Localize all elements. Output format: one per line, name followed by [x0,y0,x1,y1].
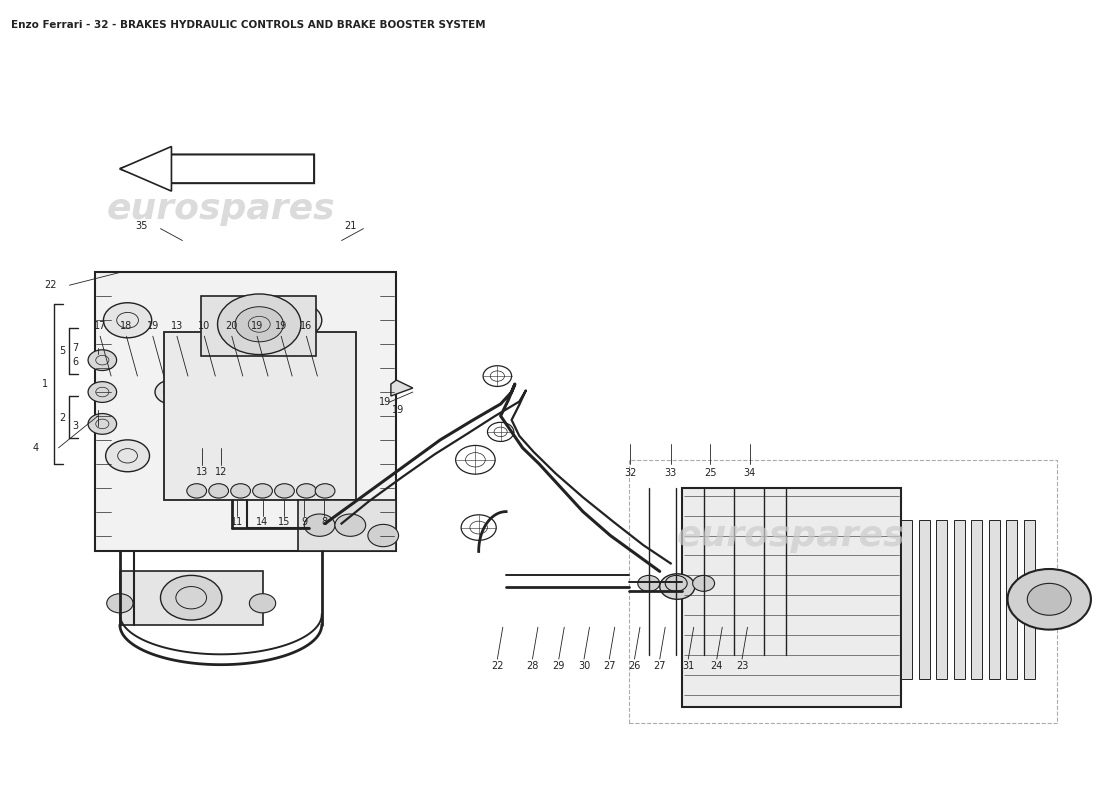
Circle shape [334,514,365,536]
Text: 21: 21 [344,222,356,231]
Circle shape [209,484,229,498]
Text: 2: 2 [58,413,65,422]
Text: 25: 25 [704,468,716,478]
Text: 34: 34 [744,468,756,478]
Text: 33: 33 [664,468,676,478]
Text: eurospares: eurospares [107,192,336,226]
Bar [918,519,930,679]
Text: 19: 19 [146,321,158,330]
Bar [936,519,947,679]
Text: 28: 28 [526,662,539,671]
Polygon shape [120,146,172,191]
Bar [1024,519,1035,679]
Circle shape [297,484,317,498]
Text: 9: 9 [301,517,307,527]
Text: 16: 16 [300,321,312,330]
Text: 31: 31 [682,662,694,671]
Circle shape [107,594,133,613]
Circle shape [249,380,282,404]
Circle shape [155,380,188,404]
Circle shape [88,350,117,370]
Text: 11: 11 [231,517,243,527]
Polygon shape [120,154,315,183]
Circle shape [274,302,322,338]
Bar [954,519,965,679]
Text: 22: 22 [44,280,57,290]
Circle shape [88,414,117,434]
Text: 19: 19 [392,405,405,414]
Bar [1006,519,1018,679]
Text: 8: 8 [321,517,327,527]
Text: 10: 10 [198,321,210,330]
Text: 27: 27 [603,662,616,671]
Bar [901,519,912,679]
Circle shape [666,575,688,591]
Text: 19: 19 [275,321,287,330]
Circle shape [305,514,334,536]
Circle shape [638,575,660,591]
Text: 24: 24 [711,662,723,671]
Text: 3: 3 [73,421,78,430]
Text: 13: 13 [170,321,183,330]
Circle shape [367,524,398,546]
Bar [682,488,901,707]
Circle shape [250,594,276,613]
Text: 7: 7 [72,343,78,353]
Text: 26: 26 [628,662,640,671]
Circle shape [316,484,334,498]
Bar [298,500,396,551]
Circle shape [253,484,273,498]
Text: 14: 14 [256,517,268,527]
Text: 29: 29 [552,662,565,671]
Circle shape [231,484,251,498]
Bar [629,460,1057,723]
Circle shape [276,440,320,472]
Text: 23: 23 [736,662,748,671]
Bar [95,273,396,551]
Circle shape [88,382,117,402]
Text: 30: 30 [578,662,590,671]
Text: 12: 12 [214,467,227,477]
Text: 5: 5 [58,346,65,356]
Text: 4: 4 [33,443,39,453]
Bar [971,519,982,679]
Circle shape [106,440,150,472]
Circle shape [1027,583,1071,615]
Text: eurospares: eurospares [678,518,905,553]
Circle shape [693,575,715,591]
Text: 20: 20 [226,321,238,330]
Text: 32: 32 [624,468,636,478]
Text: 6: 6 [73,357,78,366]
Text: 18: 18 [120,321,133,330]
Text: 17: 17 [94,321,107,330]
Bar [164,332,355,500]
Text: 22: 22 [491,662,504,671]
Circle shape [187,484,207,498]
Text: 13: 13 [196,467,208,477]
Bar [989,519,1000,679]
Circle shape [660,574,695,599]
Circle shape [218,294,301,354]
Text: 27: 27 [653,662,666,671]
Text: Enzo Ferrari - 32 - BRAKES HYDRAULIC CONTROLS AND BRAKE BOOSTER SYSTEM: Enzo Ferrari - 32 - BRAKES HYDRAULIC CON… [11,20,485,30]
Circle shape [161,575,222,620]
Bar [201,296,317,356]
Text: 15: 15 [278,517,290,527]
Text: 19: 19 [379,398,392,407]
Bar [120,570,263,625]
Text: 19: 19 [251,321,263,330]
Circle shape [235,306,284,342]
Polygon shape [390,380,412,396]
Circle shape [103,302,152,338]
Circle shape [275,484,295,498]
Circle shape [1008,569,1091,630]
Text: 1: 1 [43,379,48,389]
Text: 35: 35 [135,222,149,231]
